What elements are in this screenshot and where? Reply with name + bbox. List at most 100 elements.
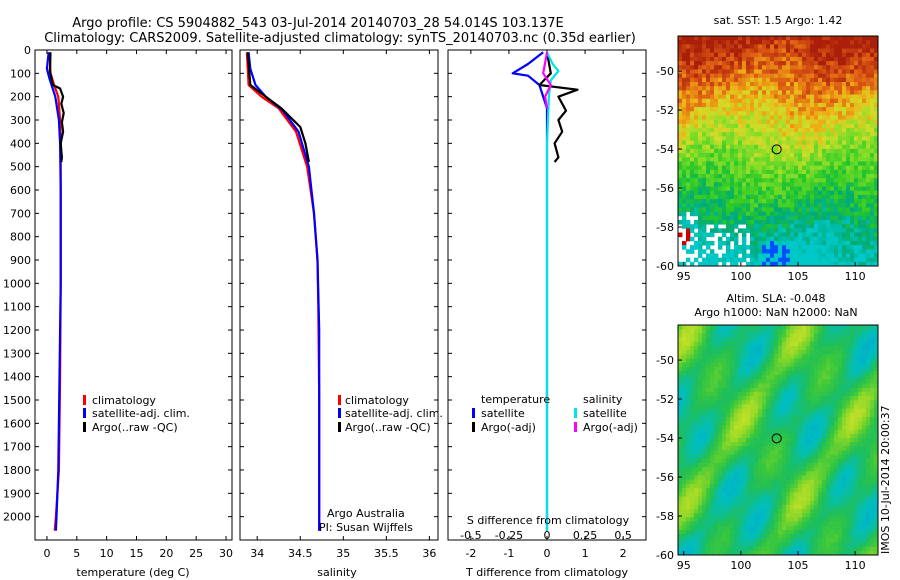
map-cell [718, 148, 723, 154]
map-cell [722, 153, 727, 158]
map-cell [702, 261, 707, 267]
map-cell [726, 337, 731, 343]
map-cell [862, 119, 867, 125]
map-cell [858, 194, 863, 200]
map-cell [782, 36, 787, 41]
map-cell [754, 257, 759, 263]
map-cell [722, 215, 727, 221]
map-cell [694, 123, 699, 129]
map-cell [678, 412, 683, 418]
map-cell [830, 350, 835, 355]
map-cell [790, 337, 795, 343]
map-cell [802, 253, 807, 259]
map-cell [678, 408, 683, 414]
map-cell [842, 412, 847, 418]
map-cell [818, 463, 823, 468]
map-cell [746, 90, 751, 95]
map-cell [842, 186, 847, 192]
map-cell [738, 207, 743, 213]
map-cell [678, 333, 683, 338]
map-cell [694, 174, 699, 179]
map-cell [682, 182, 687, 187]
map-cell [758, 40, 763, 45]
map-cell [830, 199, 835, 204]
map-cell [770, 115, 775, 121]
map-cell [806, 429, 811, 435]
map-cell [826, 48, 831, 54]
map-cell [690, 391, 695, 397]
map-cell [818, 325, 823, 330]
map-cell [702, 232, 707, 238]
map-cell [766, 412, 771, 418]
map-cell [710, 174, 715, 179]
map-cell [794, 400, 799, 405]
map-cell [818, 52, 823, 58]
map-cell [870, 475, 875, 481]
map-cell [782, 437, 787, 443]
map-cell [718, 107, 723, 112]
map-cell [710, 391, 715, 397]
map-cell [710, 194, 715, 200]
map-cell [726, 488, 731, 493]
map-cell [734, 153, 739, 158]
map-cell [690, 333, 695, 338]
map-cell [694, 354, 699, 359]
map-cell [846, 119, 851, 125]
map-cell [778, 337, 783, 343]
map-cell [862, 404, 867, 410]
map-cell [850, 240, 855, 246]
map-cell [874, 203, 879, 208]
map-cell [854, 90, 859, 95]
map-cell [762, 186, 767, 192]
map-cell [782, 358, 787, 364]
legend-swatch-s-satellite [574, 408, 577, 418]
map-cell [862, 203, 867, 208]
map-cell [866, 40, 871, 45]
map-cell [714, 412, 719, 418]
map-cell [814, 169, 819, 175]
map-cell [866, 471, 871, 476]
map-cell [862, 86, 867, 91]
map-cell [866, 48, 871, 54]
map-cell [742, 425, 747, 430]
map-cell [842, 207, 847, 213]
map-cell [814, 366, 819, 372]
map-cell [822, 379, 827, 384]
map-cell [830, 396, 835, 401]
map-cell [738, 128, 743, 133]
map-cell [826, 220, 831, 225]
map-cell [814, 383, 819, 389]
map-cell [750, 358, 755, 364]
map-cell [814, 186, 819, 192]
map-cell [778, 207, 783, 213]
map-cell [862, 429, 867, 435]
map-cell [786, 115, 791, 121]
map-cell [830, 433, 835, 439]
map-cell [854, 337, 859, 343]
map-cell [694, 194, 699, 200]
map-cell [810, 94, 815, 100]
map-cell [742, 366, 747, 372]
map-cell [786, 354, 791, 359]
map-cell [786, 157, 791, 162]
map-cell [710, 169, 715, 175]
map-cell [774, 174, 779, 179]
map-cell [830, 73, 835, 79]
map-cell [858, 186, 863, 192]
map-cell [862, 412, 867, 418]
map-cell [734, 111, 739, 116]
map-cell [690, 174, 695, 179]
map-cell [710, 337, 715, 343]
map-cell [862, 375, 867, 380]
map-cell [874, 337, 879, 343]
map-cell [742, 345, 747, 351]
map-cell [770, 65, 775, 70]
map-cell [694, 387, 699, 393]
map-cell [738, 203, 743, 208]
map-cell [770, 228, 775, 233]
map-cell [718, 211, 723, 217]
map-cell [838, 366, 843, 372]
map-cell [790, 475, 795, 481]
map-cell [694, 437, 699, 443]
map-cell [702, 48, 707, 54]
